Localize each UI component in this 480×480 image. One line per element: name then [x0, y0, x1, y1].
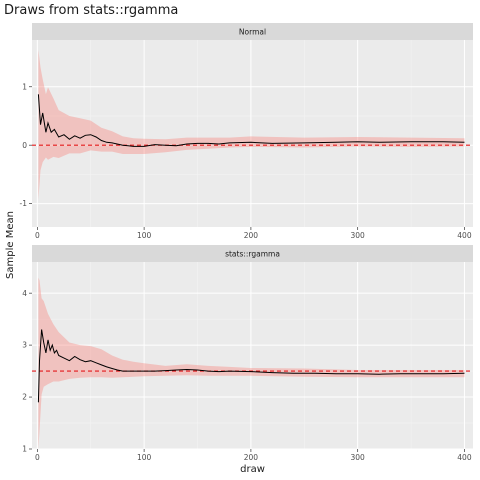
y-tick-label: 0 [22, 141, 27, 150]
x-axis-title: draw [240, 464, 265, 475]
sample-mean-path [37, 94, 465, 147]
x-axis-ticks: 0 100 200 300 400 [35, 227, 472, 240]
y-tick-label: 4 [22, 289, 27, 298]
strip-label: stats::rgamma [225, 250, 280, 259]
chart-title: Draws from stats::rgamma [4, 3, 178, 18]
panel-normal: Normal -1 0 1 0 100 200 300 400 [20, 23, 473, 240]
panel-rgamma: stats::rgamma 1 2 3 4 0 100 200 300 400 [22, 245, 473, 462]
y-axis-title: Sample Mean [5, 211, 16, 279]
x-tick-label: 0 [35, 453, 40, 462]
x-axis-ticks: 0 100 200 300 400 [35, 449, 472, 462]
x-tick-label: 0 [35, 231, 40, 240]
x-tick-label: 400 [457, 231, 472, 240]
x-tick-label: 100 [137, 453, 152, 462]
y-tick-label: 1 [22, 445, 27, 454]
x-tick-label: 300 [351, 453, 366, 462]
y-tick-label: 1 [22, 82, 27, 91]
y-tick-label: 2 [22, 393, 27, 402]
x-tick-label: 200 [244, 231, 259, 240]
sample-mean-path [37, 329, 465, 403]
sample-mean-line [37, 329, 465, 403]
x-tick-label: 200 [244, 453, 259, 462]
strip-background [32, 245, 473, 262]
strip-label: Normal [239, 28, 266, 37]
sample-mean-line [37, 94, 465, 147]
strip-background [32, 23, 473, 40]
x-tick-label: 300 [351, 231, 366, 240]
y-tick-label: 3 [22, 341, 27, 350]
panel-background [32, 40, 473, 227]
y-tick-label: -1 [20, 199, 28, 208]
confidence-band [38, 277, 465, 449]
x-tick-label: 400 [457, 453, 472, 462]
x-tick-label: 100 [137, 231, 152, 240]
y-axis-ticks: -1 0 1 [20, 82, 32, 208]
confidence-band-area [38, 277, 465, 449]
y-axis-ticks: 1 2 3 4 [22, 289, 32, 454]
